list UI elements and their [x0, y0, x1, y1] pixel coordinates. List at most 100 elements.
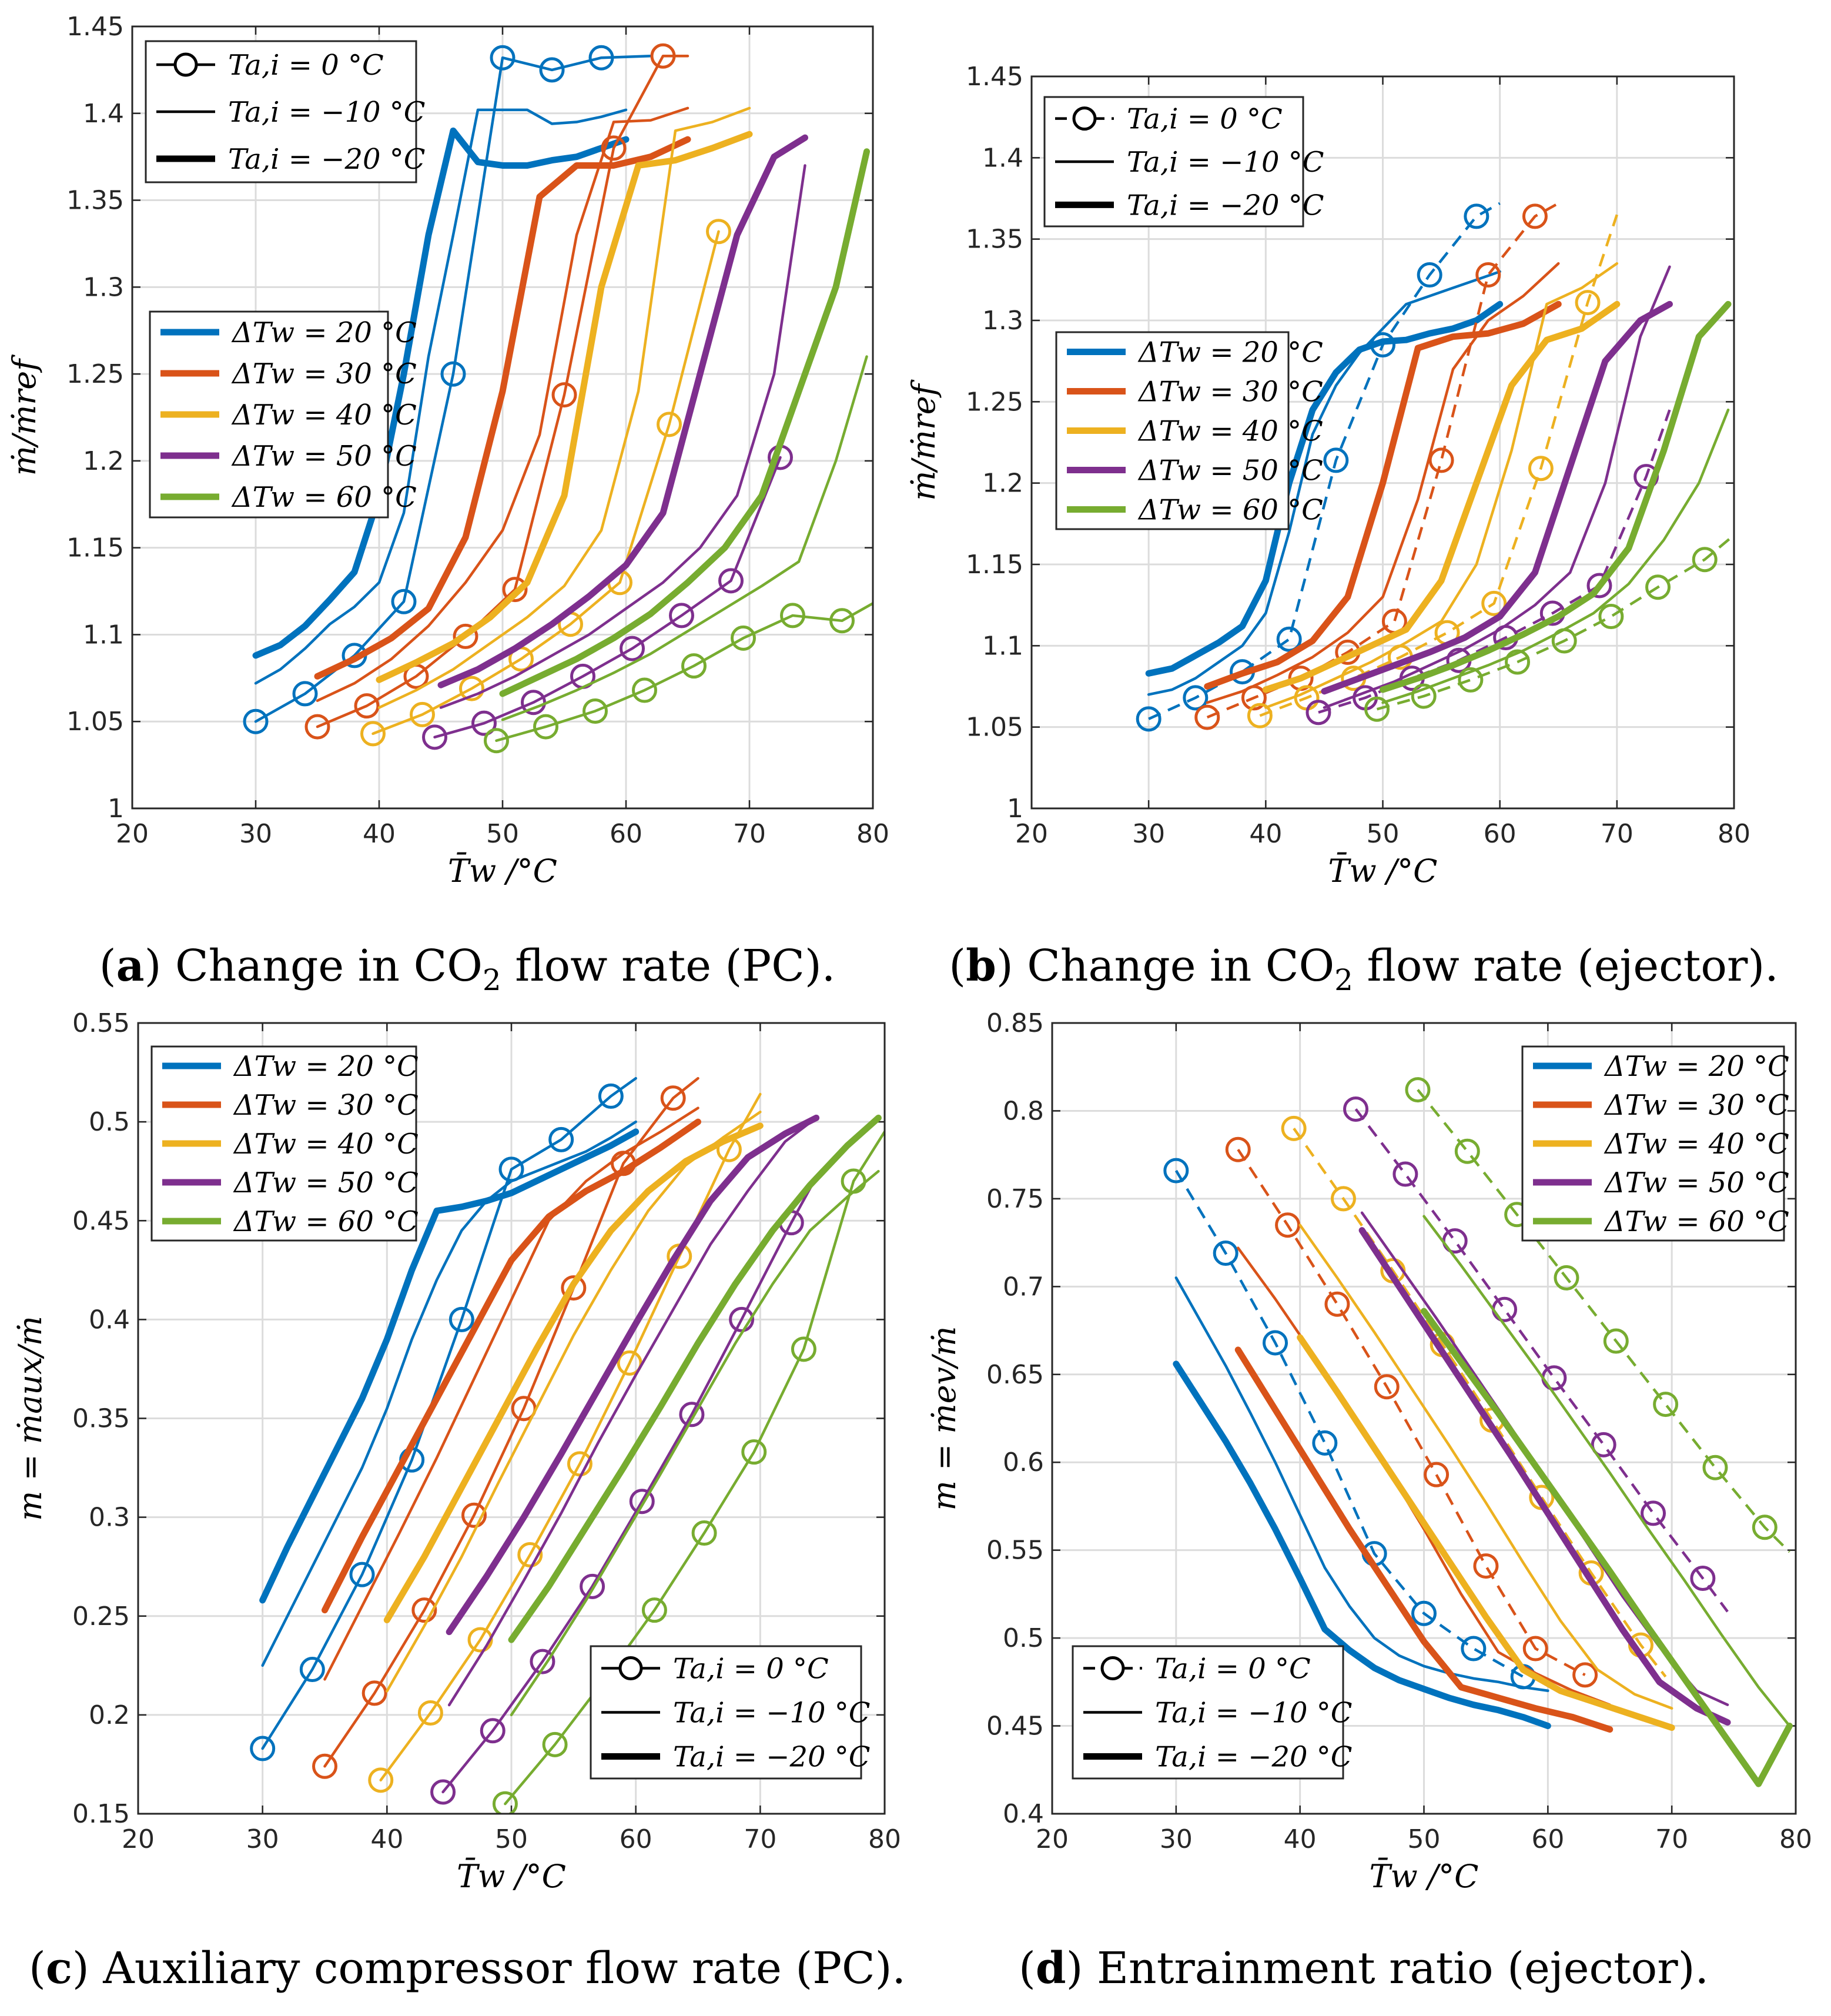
data-point	[561, 1275, 587, 1301]
data-point	[1225, 1136, 1251, 1162]
data-point	[422, 724, 447, 750]
caption-a: (a) Change in CO2 flow rate (PC).	[99, 941, 836, 997]
data-point	[1752, 1514, 1778, 1540]
y-tick-label: 0.5	[89, 1107, 130, 1137]
y-tick-label: 0.25	[72, 1602, 130, 1631]
series-line	[322, 1118, 701, 1614]
data-point	[588, 45, 614, 71]
data-point	[430, 1779, 456, 1805]
series-line	[1381, 408, 1730, 704]
data-point	[539, 57, 565, 83]
series-line	[1206, 262, 1560, 704]
legend-style: Ta,i = 0 °C Ta,i = −10 °C Ta,i = −20 °C	[1072, 1645, 1353, 1780]
data-point	[1428, 447, 1454, 473]
plot-frame	[137, 1022, 886, 1815]
data-point	[598, 1083, 624, 1109]
series-group	[243, 43, 873, 754]
data-point	[542, 1731, 568, 1757]
y-tick-label: 0.3	[89, 1503, 130, 1533]
x-tick-label: 30	[1132, 819, 1165, 849]
data-point	[1263, 1330, 1288, 1356]
y-tick-label: 1.25	[966, 387, 1023, 417]
data-point	[548, 1126, 574, 1152]
series-line	[1358, 1227, 1731, 1726]
y-tick-label: 1.45	[966, 62, 1023, 92]
series-line	[252, 127, 630, 659]
y-tick-label: 1.15	[966, 550, 1023, 580]
series-group	[1163, 1077, 1793, 1787]
data-point	[1247, 703, 1273, 728]
series-line	[1321, 300, 1673, 695]
series-line	[323, 1106, 699, 1681]
data-point	[1522, 1636, 1548, 1661]
x-tick-label: 30	[239, 819, 272, 849]
x-tick-label: 70	[1601, 819, 1633, 849]
legend-dT: ΔTw = 20 °C ΔTw = 30 °C ΔTw = 40 °C ΔTw = 5…	[1521, 1045, 1789, 1242]
x-tick-label: 70	[1655, 1824, 1688, 1854]
x-tick-label: 20	[1036, 1824, 1069, 1854]
y-axis-label: m = ṁaux/ṁ	[12, 1316, 49, 1521]
y-tick-label: 0.7	[1003, 1272, 1044, 1302]
series-line	[441, 1176, 818, 1794]
series-line	[1234, 1346, 1614, 1733]
series-line	[1262, 300, 1621, 693]
caption-c: (c) Auxiliary compressor flow rate (PC).	[28, 1943, 906, 1994]
series-line	[508, 1114, 882, 1643]
legend-label: ΔTw = 20 °C	[1604, 1050, 1789, 1083]
data-point	[1213, 1241, 1238, 1266]
data-point	[1461, 1636, 1487, 1661]
data-point	[391, 589, 417, 614]
legend-marker	[1072, 106, 1097, 131]
data-point	[1324, 1291, 1350, 1317]
caption-b: (b) Change in CO2 flow rate (ejector).	[949, 941, 1779, 997]
series-line	[1145, 300, 1504, 677]
series-line	[254, 108, 628, 685]
series-line	[1173, 1360, 1551, 1730]
data-point	[1690, 1565, 1716, 1591]
series-line	[1376, 534, 1734, 711]
data-point	[629, 1489, 655, 1514]
legend-label: Ta,i = 0 °C	[228, 49, 384, 82]
y-tick-label: 1.2	[982, 469, 1023, 499]
data-point	[453, 623, 478, 649]
data-point	[1505, 649, 1531, 675]
y-tick-label: 1.1	[83, 620, 124, 650]
legend-label: ΔTw = 20 °C	[233, 1050, 419, 1083]
legend-label: Ta,i = −20 °C	[1127, 189, 1324, 222]
series-line	[499, 148, 870, 697]
chart-d: 20 30 40 50 60 70 80 0.4 0.45 0.5 0.55 0.6 0.65 0.7 0.…	[926, 1008, 1812, 1895]
data-point	[1364, 696, 1390, 722]
data-point	[706, 219, 731, 245]
legend-dT: ΔTw = 20 °C ΔTw = 30 °C ΔTw = 40 °C ΔTw = 5…	[149, 310, 417, 519]
data-point	[292, 681, 318, 707]
data-point	[1528, 456, 1554, 482]
data-point	[660, 1085, 686, 1111]
x-axis-label: T̄w /°C	[1328, 852, 1438, 890]
x-tick-label: 40	[370, 1824, 403, 1854]
y-tick-label: 1.05	[966, 713, 1023, 743]
legend-marker	[173, 52, 198, 77]
legend-marker	[618, 1656, 643, 1680]
legend-style: Ta,i = 0 °C Ta,i = −10 °C Ta,i = −20 °C	[590, 1645, 871, 1780]
y-tick-label: 0.45	[72, 1206, 130, 1236]
y-tick-label: 1.3	[83, 272, 124, 302]
x-tick-label: 30	[246, 1824, 279, 1854]
y-tick-label: 0.75	[986, 1184, 1044, 1214]
legend-label: ΔTw = 50 °C	[1604, 1166, 1789, 1199]
x-tick-label: 80	[1718, 819, 1750, 849]
x-tick-label: 50	[1367, 819, 1400, 849]
data-point	[617, 1350, 642, 1376]
legend-marker	[1100, 1656, 1125, 1680]
data-point	[411, 1597, 437, 1623]
legend-label: ΔTw = 20 °C	[231, 316, 417, 349]
data-point	[657, 412, 682, 437]
x-tick-label: 20	[116, 819, 149, 849]
data-point	[1330, 1186, 1356, 1212]
series-line	[1174, 1276, 1549, 1693]
legend-label: ΔTw = 40 °C	[233, 1128, 419, 1161]
data-point	[1136, 706, 1161, 732]
legend-label: Ta,i = −20 °C	[673, 1741, 871, 1774]
x-tick-label: 70	[744, 1824, 776, 1854]
data-point	[679, 1402, 705, 1427]
